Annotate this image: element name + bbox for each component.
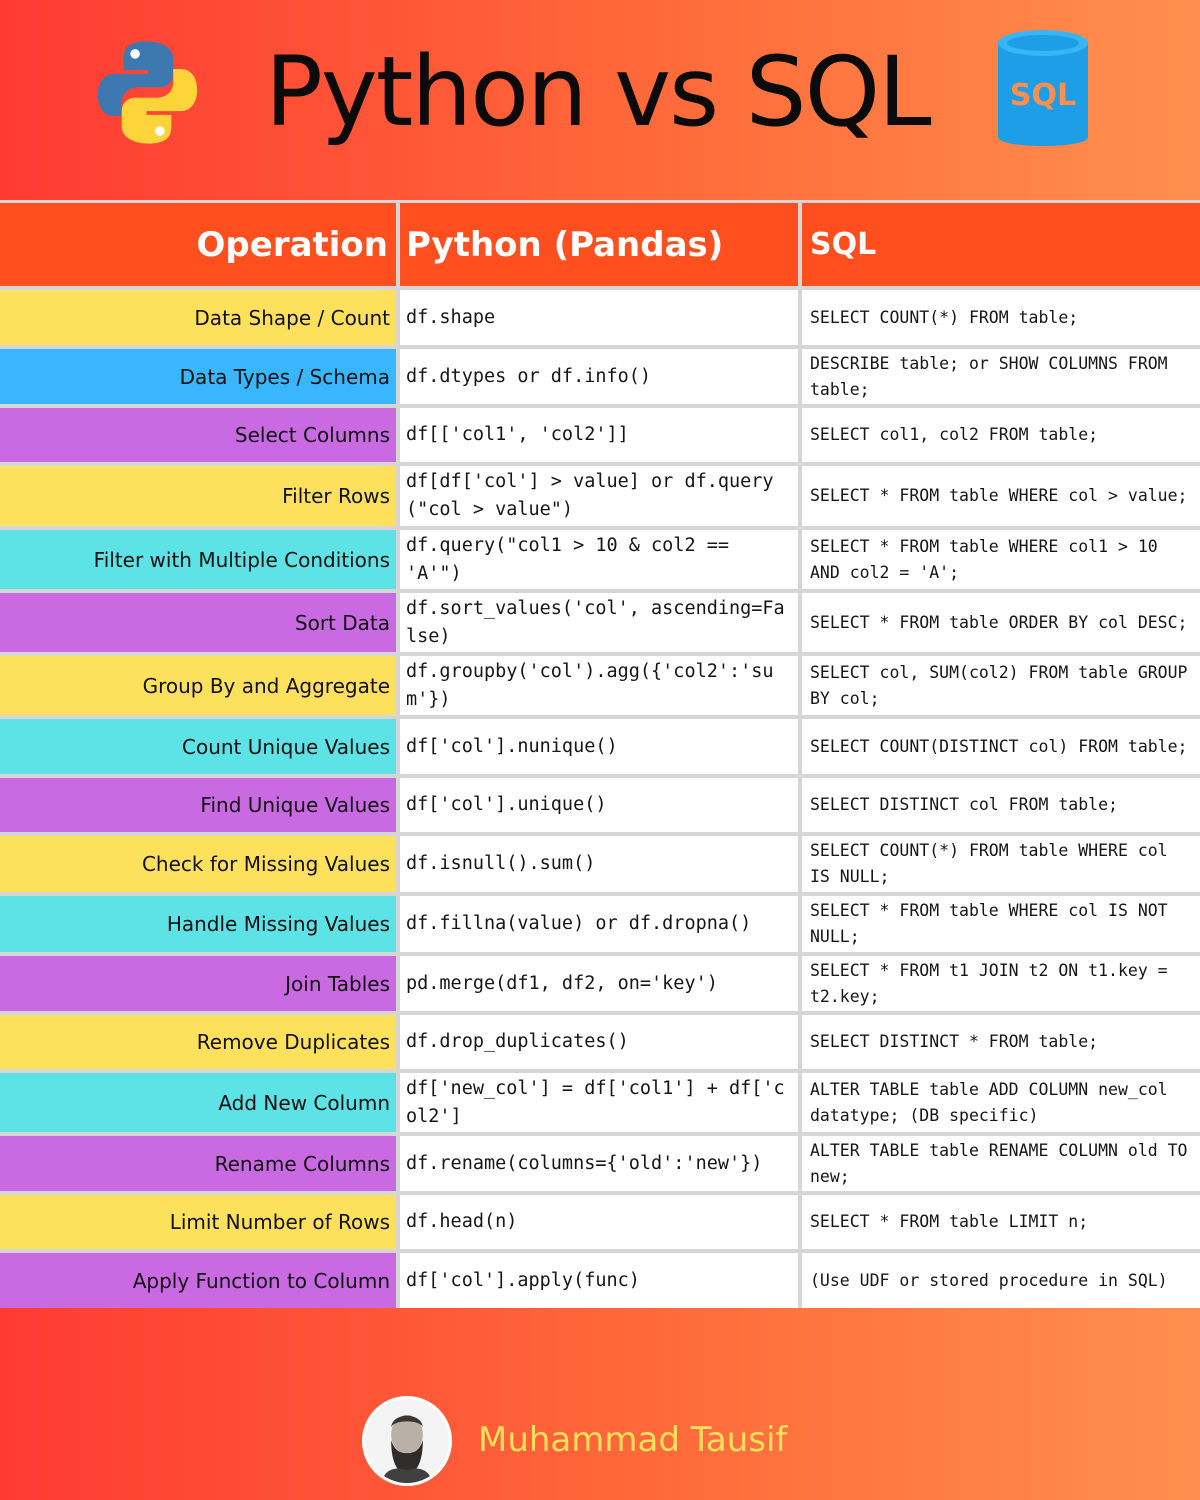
- sql-code-cell: SELECT * FROM table WHERE col > value;: [802, 466, 1200, 526]
- sql-code-cell: (Use UDF or stored procedure in SQL): [802, 1253, 1200, 1308]
- table-row: Select Columns df[['col1', 'col2']] SELECT…: [0, 404, 1200, 462]
- python-code-cell: df.dtypes or df.info(): [400, 349, 798, 404]
- table-header-row: Operation Python (Pandas) SQL: [0, 200, 1200, 286]
- table-row: Count Unique Values df['col'].nunique() SE…: [0, 715, 1200, 774]
- operation-cell: Join Tables: [0, 956, 396, 1011]
- operation-cell: Filter with Multiple Conditions: [0, 530, 396, 589]
- operation-cell: Check for Missing Values: [0, 836, 396, 892]
- author-portrait-icon: [365, 1399, 449, 1483]
- table-row: Handle Missing Values df.fillna(value) or…: [0, 892, 1200, 952]
- sql-code-cell: SELECT * FROM table WHERE col1 > 10 AND …: [802, 530, 1200, 589]
- operation-cell: Limit Number of Rows: [0, 1195, 396, 1249]
- table-row: Check for Missing Values df.isnull().sum(…: [0, 832, 1200, 892]
- header: Python vs SQL SQL: [0, 0, 1200, 200]
- operation-cell: Data Shape / Count: [0, 290, 396, 345]
- python-code-cell: df['col'].apply(func): [400, 1253, 798, 1308]
- operation-cell: Remove Duplicates: [0, 1015, 396, 1069]
- sql-code-cell: SELECT * FROM t1 JOIN t2 ON t1.key = t2.…: [802, 956, 1200, 1011]
- table-row: Data Shape / Count df.shape SELECT COUNT(*…: [0, 286, 1200, 345]
- table-row: Data Types / Schema df.dtypes or df.info(…: [0, 345, 1200, 404]
- sql-logo-text: SQL: [1010, 78, 1076, 113]
- python-code-cell: df.isnull().sum(): [400, 836, 798, 892]
- table-row: Filter with Multiple Conditions df.query(…: [0, 526, 1200, 589]
- sql-code-cell: SELECT DISTINCT col FROM table;: [802, 778, 1200, 832]
- table-row: Filter Rows df[df['col'] > value] or df.q…: [0, 462, 1200, 526]
- operation-cell: Add New Column: [0, 1073, 396, 1132]
- comparison-table: Operation Python (Pandas) SQL Data Shape…: [0, 200, 1200, 1308]
- sql-code-cell: SELECT * FROM table LIMIT n;: [802, 1195, 1200, 1249]
- python-code-cell: df.shape: [400, 290, 798, 345]
- sql-code-cell: SELECT * FROM table ORDER BY col DESC;: [802, 593, 1200, 652]
- table-row: Group By and Aggregate df.groupby('col').…: [0, 652, 1200, 715]
- operation-cell: Group By and Aggregate: [0, 656, 396, 715]
- python-code-cell: df.query("col1 > 10 & col2 == 'A'"): [400, 530, 798, 589]
- python-code-cell: df.rename(columns={'old':'new'}): [400, 1136, 798, 1191]
- column-header-sql: SQL: [802, 203, 1200, 286]
- python-code-cell: df['new_col'] = df['col1'] + df['col2']: [400, 1073, 798, 1132]
- python-code-cell: df.drop_duplicates(): [400, 1015, 798, 1069]
- page-title: Python vs SQL: [265, 36, 932, 148]
- python-code-cell: df['col'].unique(): [400, 778, 798, 832]
- sql-code-cell: DESCRIBE table; or SHOW COLUMNS FROM tab…: [802, 349, 1200, 404]
- operation-cell: Handle Missing Values: [0, 896, 396, 952]
- table-row: Add New Column df['new_col'] = df['col1']…: [0, 1069, 1200, 1132]
- operation-cell: Select Columns: [0, 408, 396, 462]
- author-avatar: [362, 1396, 452, 1486]
- sql-code-cell: SELECT COUNT(*) FROM table WHERE col IS …: [802, 836, 1200, 892]
- footer: Muhammad Tausif: [0, 1382, 1200, 1500]
- python-code-cell: df.head(n): [400, 1195, 798, 1249]
- sql-code-cell: SELECT col, SUM(col2) FROM table GROUP B…: [802, 656, 1200, 715]
- table-row: Apply Function to Column df['col'].apply(…: [0, 1249, 1200, 1308]
- table-row: Sort Data df.sort_values('col', ascending…: [0, 589, 1200, 652]
- operation-cell: Filter Rows: [0, 466, 396, 526]
- python-logo-icon: [97, 41, 198, 144]
- python-code-cell: df[df['col'] > value] or df.query("col >…: [400, 466, 798, 526]
- table-row: Limit Number of Rows df.head(n) SELECT * F…: [0, 1191, 1200, 1249]
- python-code-cell: df['col'].nunique(): [400, 719, 798, 774]
- author-name: Muhammad Tausif: [478, 1420, 788, 1460]
- column-header-operation: Operation: [0, 203, 396, 286]
- operation-cell: Apply Function to Column: [0, 1253, 396, 1308]
- table-row: Join Tables pd.merge(df1, df2, on='key') S…: [0, 952, 1200, 1011]
- operation-cell: Count Unique Values: [0, 719, 396, 774]
- sql-code-cell: SELECT COUNT(*) FROM table;: [802, 290, 1200, 345]
- sql-code-cell: SELECT * FROM table WHERE col IS NOT NUL…: [802, 896, 1200, 952]
- python-code-cell: pd.merge(df1, df2, on='key'): [400, 956, 798, 1011]
- operation-cell: Find Unique Values: [0, 778, 396, 832]
- operation-cell: Rename Columns: [0, 1136, 396, 1191]
- sql-code-cell: SELECT COUNT(DISTINCT col) FROM table;: [802, 719, 1200, 774]
- python-code-cell: df.fillna(value) or df.dropna(): [400, 896, 798, 952]
- operation-cell: Data Types / Schema: [0, 349, 396, 404]
- table-row: Remove Duplicates df.drop_duplicates() SEL…: [0, 1011, 1200, 1069]
- sql-code-cell: SELECT DISTINCT * FROM table;: [802, 1015, 1200, 1069]
- column-header-python: Python (Pandas): [400, 203, 798, 286]
- sql-code-cell: SELECT col1, col2 FROM table;: [802, 408, 1200, 462]
- sql-code-cell: ALTER TABLE table RENAME COLUMN old TO n…: [802, 1136, 1200, 1191]
- operation-cell: Sort Data: [0, 593, 396, 652]
- sql-code-cell: ALTER TABLE table ADD COLUMN new_col dat…: [802, 1073, 1200, 1132]
- python-code-cell: df[['col1', 'col2']]: [400, 408, 798, 462]
- table-row: Find Unique Values df['col'].unique() SELE…: [0, 774, 1200, 832]
- python-code-cell: df.groupby('col').agg({'col2':'sum'}): [400, 656, 798, 715]
- python-code-cell: df.sort_values('col', ascending=False): [400, 593, 798, 652]
- sql-database-icon: SQL: [998, 30, 1088, 146]
- table-row: Rename Columns df.rename(columns={'old':'…: [0, 1132, 1200, 1191]
